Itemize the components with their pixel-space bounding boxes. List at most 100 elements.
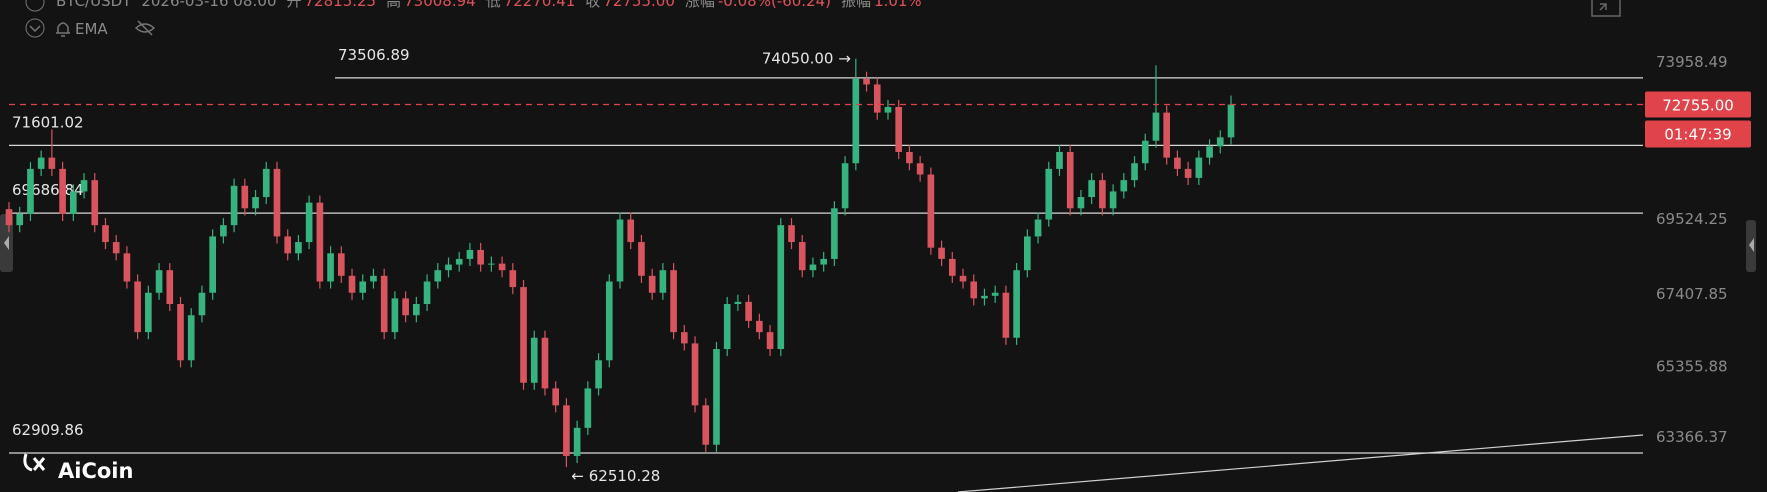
candle-body	[391, 298, 399, 333]
candle-body	[1109, 191, 1117, 209]
candle-body	[1174, 157, 1181, 169]
candle-body	[670, 270, 677, 333]
candle-body	[520, 287, 527, 383]
candle-body	[991, 292, 999, 296]
bell-icon[interactable]	[56, 22, 70, 37]
candle-body	[798, 242, 806, 271]
y-tick-label: 65355.88	[1656, 357, 1728, 375]
hide-icon[interactable]	[134, 20, 156, 36]
candle-body	[1013, 270, 1020, 338]
candle-body	[488, 263, 495, 265]
collapse-icon[interactable]	[25, 18, 45, 38]
candle-body	[477, 249, 484, 265]
candle-body	[563, 405, 570, 456]
candle-body	[187, 315, 195, 361]
countdown-tag	[1645, 120, 1751, 148]
candle-body	[1120, 180, 1128, 192]
logo-icon	[23, 453, 46, 472]
candle-body	[166, 270, 174, 304]
field-label: 涨幅	[685, 0, 715, 10]
candle-body	[981, 295, 988, 299]
candle-body	[734, 301, 742, 304]
candle-body	[434, 270, 442, 282]
candle-body	[1163, 112, 1171, 158]
candle-body	[627, 219, 635, 243]
candle-body	[413, 303, 420, 316]
chevron-icon	[29, 25, 41, 33]
candle-body	[1099, 180, 1106, 209]
candle-body	[359, 281, 367, 293]
candle-body	[1131, 163, 1138, 181]
candle-body	[123, 253, 131, 282]
left-handle-arrow	[4, 236, 9, 250]
candle-body	[5, 209, 13, 226]
candle-body	[91, 180, 99, 226]
candle-body	[155, 270, 163, 293]
field-label: 收	[585, 0, 600, 10]
candle-body	[756, 320, 763, 333]
trend-line	[957, 434, 1644, 492]
y-tick-label: 73958.49	[1656, 53, 1728, 71]
candle-body	[713, 349, 720, 445]
field-value: 72755.00	[603, 0, 675, 10]
high-annotation: 74050.00 →	[762, 50, 851, 68]
price-tag	[1645, 91, 1751, 118]
candle-body	[831, 208, 838, 259]
field-label: 开	[287, 0, 302, 10]
logo-text: AiCoin	[58, 459, 133, 483]
candle-body	[927, 174, 935, 248]
time: 2026-03-16 08:00	[141, 0, 276, 10]
candle-body	[316, 202, 324, 282]
countdown-label: 01:47:39	[1664, 126, 1731, 144]
candle-body	[305, 202, 313, 243]
candle-body	[241, 185, 249, 209]
candle-body	[209, 236, 216, 293]
candle-body	[1216, 137, 1224, 147]
candle-body	[327, 253, 334, 282]
candle-body	[723, 303, 731, 350]
indicator-label[interactable]: EMA	[75, 20, 108, 38]
candle-body	[262, 168, 270, 198]
candle-body	[948, 258, 956, 276]
candle-body	[445, 264, 452, 271]
candle-body	[1002, 292, 1010, 338]
candle-body	[938, 247, 945, 259]
candle-body	[337, 253, 345, 276]
field-value: 72815.25	[305, 0, 377, 10]
candle-body	[1195, 157, 1203, 178]
candle-body	[1045, 168, 1053, 220]
candle-body	[37, 157, 45, 169]
field-value: 73008.94	[404, 0, 476, 10]
candle-body	[616, 219, 624, 282]
candle-body	[1077, 197, 1085, 209]
candle-body	[145, 292, 152, 333]
candle-body	[69, 191, 77, 214]
layout-icon[interactable]	[1591, 0, 1621, 17]
candle-body	[595, 360, 602, 389]
candle-body	[916, 163, 924, 175]
symbol: BTC/USDT	[56, 0, 132, 10]
candle-body	[702, 405, 710, 445]
candle-body	[777, 225, 785, 350]
candle-body	[788, 225, 795, 243]
header-line: BTC/USDT 2026-03-16 08:00 开 72815.25 高 73008.…	[56, 0, 922, 10]
candle-body	[177, 303, 184, 361]
level-label: 62909.86	[12, 421, 84, 439]
candle-body	[380, 275, 388, 333]
collapse-icon[interactable]	[25, 0, 45, 12]
candle-body	[1227, 104, 1235, 138]
plot: 73958.49 69524.25 67407.85 65355.88 63366.37…	[5, 46, 1751, 485]
candle-body	[48, 157, 56, 169]
y-tick-label: 69524.25	[1656, 210, 1728, 228]
y-tick-label: 63366.37	[1656, 428, 1728, 446]
candle-body	[1206, 146, 1213, 158]
candle-body	[659, 270, 667, 293]
field-value: 72270.41	[504, 0, 576, 10]
candle-body	[895, 106, 903, 152]
candle-body	[605, 281, 613, 361]
field-label: 高	[386, 0, 401, 10]
candle-body	[552, 388, 560, 406]
candle-body	[198, 292, 206, 316]
candle-body	[402, 298, 409, 316]
